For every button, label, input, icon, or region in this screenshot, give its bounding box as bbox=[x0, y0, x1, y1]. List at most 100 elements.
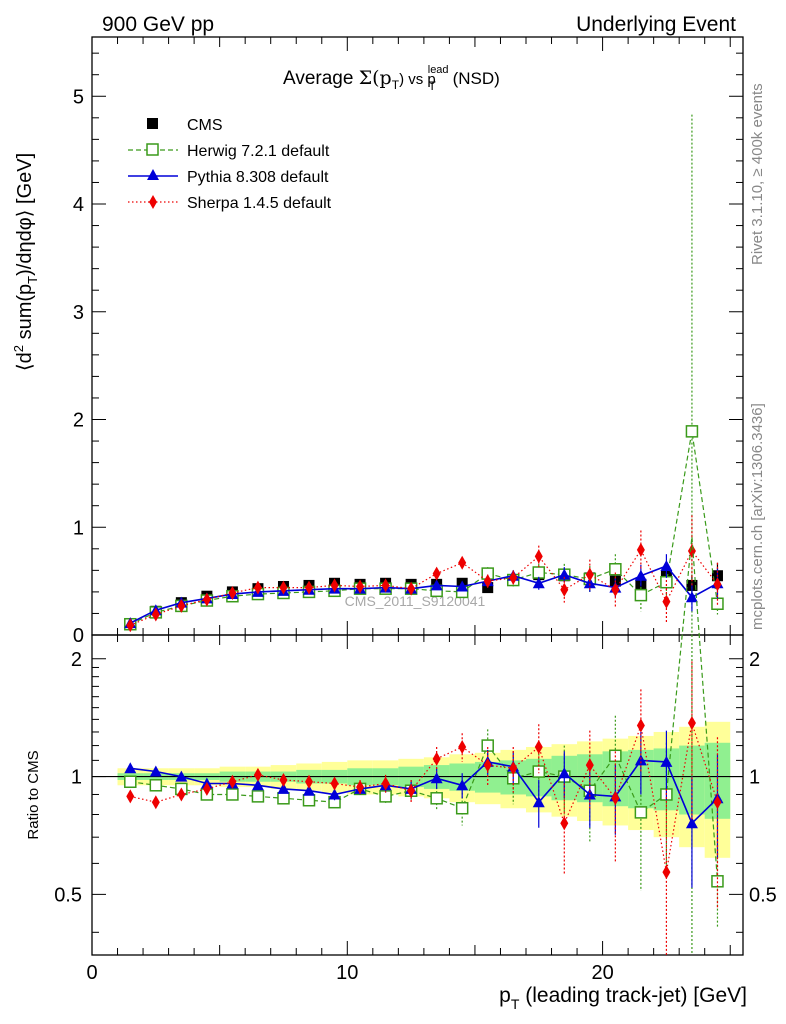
main-point-pythia bbox=[532, 577, 545, 589]
ratio-point-sherpa bbox=[356, 780, 365, 795]
legend-entry-herwig: Herwig 7.2.1 default bbox=[128, 143, 330, 160]
ratio-ytick-label-2: 2 bbox=[71, 649, 82, 671]
ratio-point-herwig bbox=[481, 739, 494, 752]
ratio-point-pythia bbox=[558, 767, 571, 779]
ratio-line-sherpa bbox=[130, 722, 719, 873]
main-ytick-label-0: 0 bbox=[73, 625, 84, 647]
ratio-point-sherpa bbox=[126, 789, 135, 804]
xtick-label-0: 0 bbox=[86, 962, 97, 984]
main-line-pythia bbox=[129, 565, 718, 624]
ratio-point-sherpa bbox=[713, 795, 722, 810]
ratio-point-pythia bbox=[277, 782, 290, 794]
main-point-sherpa bbox=[228, 585, 237, 600]
main-point-sherpa bbox=[687, 543, 696, 558]
main-line-sherpa bbox=[130, 548, 718, 626]
ratio-point-pythia bbox=[303, 784, 315, 796]
xtick-label-2: 20 bbox=[591, 962, 613, 984]
main-point-sherpa bbox=[381, 578, 390, 593]
main-ylabel-sub: T bbox=[25, 276, 40, 284]
ratio-point-pythia bbox=[660, 755, 673, 767]
ratio-point-pythia bbox=[251, 779, 264, 791]
ratio-point-pythia bbox=[430, 772, 443, 784]
main-point-sherpa bbox=[253, 580, 262, 595]
ratio-ytick-label-0: 0.5 bbox=[54, 884, 82, 906]
main-point-sherpa bbox=[483, 574, 492, 589]
ratio-point-sherpa bbox=[305, 774, 313, 789]
ratio-point-sherpa bbox=[202, 781, 211, 796]
main-title-sup: lead bbox=[428, 64, 449, 76]
main-point-sherpa bbox=[177, 598, 186, 613]
main-series-herwig bbox=[124, 114, 724, 635]
legend-entry-sherpa: Sherpa 1.4.5 default bbox=[128, 195, 332, 212]
main-point-pythia bbox=[456, 580, 469, 592]
main-title: Average Σ(pT) vs plead T (NSD) bbox=[283, 64, 500, 93]
main-point-sherpa bbox=[585, 567, 594, 582]
ratio-point-pythia bbox=[532, 796, 545, 808]
legend-entry-cms: CMS bbox=[147, 117, 223, 134]
ratio-point-herwig bbox=[149, 779, 163, 792]
ratio-point-sherpa bbox=[432, 751, 441, 766]
main-ylabel-a: ⟨d bbox=[14, 352, 36, 371]
main-title-mid: ) vs p bbox=[399, 71, 436, 88]
main-point-herwig bbox=[685, 425, 699, 438]
legend-label-cms: CMS bbox=[187, 117, 223, 134]
legend-marker-herwig bbox=[146, 143, 159, 156]
ratio-point-sherpa bbox=[585, 758, 594, 773]
main-title-sub1: T bbox=[392, 78, 400, 92]
main-point-herwig bbox=[634, 588, 648, 602]
ratio-point-pythia bbox=[583, 788, 596, 800]
main-point-sherpa bbox=[560, 582, 569, 597]
legend: CMS Herwig 7.2.1 default Pythia 8.308 de… bbox=[128, 117, 332, 212]
ratio-point-herwig bbox=[124, 775, 137, 788]
ratio-point-pythia bbox=[124, 762, 137, 774]
ratio-point-sherpa bbox=[407, 783, 416, 798]
ratio-point-sherpa bbox=[177, 787, 186, 802]
ratio-point-sherpa bbox=[279, 772, 288, 787]
ratio-point-herwig bbox=[302, 793, 316, 807]
side-source-text: mcplots.cern.ch [arXiv:1306.3436] bbox=[749, 403, 766, 630]
ratio-point-pythia bbox=[328, 788, 341, 800]
main-ylabel: ⟨d2 sum(pT)/dηdφ⟩ [GeV] bbox=[11, 153, 40, 371]
main-ytick-label-3: 3 bbox=[73, 302, 84, 324]
ratio-ylabel: Ratio to CMS bbox=[25, 750, 42, 839]
main-point-pythia bbox=[430, 579, 443, 591]
main-title-post: (NSD) bbox=[448, 69, 500, 88]
main-point-sherpa bbox=[330, 578, 339, 593]
main-point-herwig bbox=[609, 563, 622, 576]
ratio-point-sherpa bbox=[151, 795, 160, 810]
main-ytick-label-5: 5 bbox=[73, 86, 84, 108]
ratio-point-pythia bbox=[456, 779, 469, 791]
watermark: CMS_2011_S9120041 bbox=[345, 593, 486, 609]
main-point-pythia bbox=[660, 560, 673, 572]
main-series-sherpa bbox=[126, 515, 722, 633]
ratio-point-sherpa bbox=[509, 761, 518, 776]
main-point-sherpa bbox=[151, 607, 160, 622]
main-point-sherpa bbox=[279, 580, 288, 595]
ratio-point-sherpa bbox=[228, 774, 237, 789]
main-point-herwig bbox=[532, 566, 546, 579]
ratio-point-herwig bbox=[277, 792, 290, 805]
main-ylabel-sup: 2 bbox=[11, 345, 26, 352]
main-point-sherpa bbox=[611, 582, 620, 597]
main-title-pre: Average bbox=[283, 68, 359, 89]
ratio-point-herwig bbox=[634, 806, 648, 819]
main-point-sherpa bbox=[458, 555, 467, 570]
legend-label-sherpa: Sherpa 1.4.5 default bbox=[187, 195, 332, 212]
legend-label-pythia: Pythia 8.308 default bbox=[187, 169, 329, 186]
ratio-point-sherpa bbox=[636, 718, 645, 733]
xlabel: pT (leading track-jet) [GeV] bbox=[499, 984, 747, 1012]
ratio-point-pythia bbox=[175, 770, 188, 782]
main-point-sherpa bbox=[509, 570, 518, 585]
ratio-point-sherpa bbox=[662, 865, 671, 880]
main-ytick-label-4: 4 bbox=[73, 194, 84, 216]
main-series-pythia bbox=[124, 554, 724, 629]
ratio-point-sherpa bbox=[458, 740, 467, 754]
main-point-pythia bbox=[685, 591, 698, 603]
main-ytick-label-1: 1 bbox=[73, 517, 84, 539]
ratio-point-sherpa bbox=[253, 767, 262, 782]
main-point-sherpa bbox=[202, 592, 211, 607]
main-point-sherpa bbox=[126, 618, 135, 633]
main-point-sherpa bbox=[305, 580, 313, 595]
main-ytick-label-2: 2 bbox=[73, 410, 84, 432]
ratio-ytick-label-right-1: 1 bbox=[749, 767, 760, 789]
